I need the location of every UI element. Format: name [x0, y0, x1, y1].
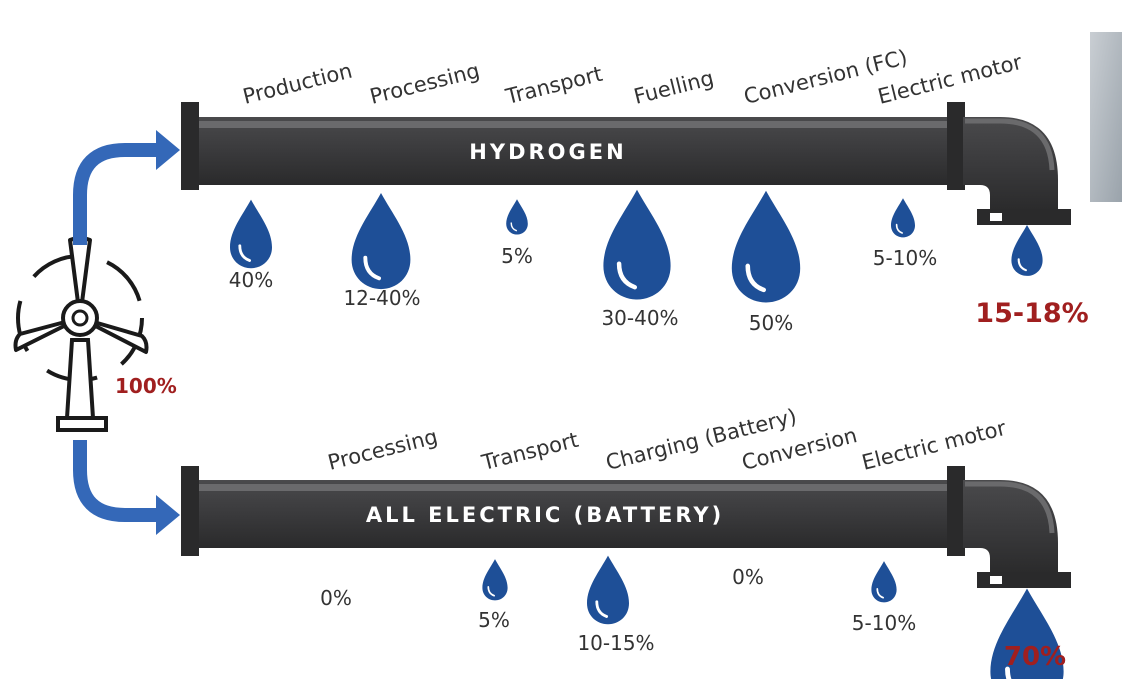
arrow-to-electric: [73, 440, 180, 535]
arrow-to-hydrogen: [73, 130, 180, 245]
hydrogen-loss-value: 5%: [501, 244, 533, 268]
electric-loss-value: 0%: [320, 586, 352, 610]
output-drop-icon: [1011, 224, 1043, 276]
output-drop-icon: [990, 588, 1064, 679]
drop-icon: [482, 559, 508, 601]
drop-icon: [351, 193, 411, 290]
hydrogen-title: HYDROGEN: [469, 140, 626, 164]
drop-icon: [230, 199, 272, 269]
hydrogen-loss-value: 50%: [749, 311, 793, 335]
drop-icon: [603, 189, 671, 300]
drop-icon: [506, 199, 528, 235]
electric-loss-value: 10-15%: [577, 631, 654, 655]
electric-loss-value: 5-10%: [852, 611, 916, 635]
electric-total: 70%: [1004, 642, 1066, 672]
hydrogen-loss-value: 40%: [229, 268, 273, 292]
hydrogen-total: 15-18%: [975, 298, 1088, 329]
drop-icon: [871, 561, 897, 603]
hydrogen-loss-value: 12-40%: [343, 286, 420, 310]
hydrogen-loss-value: 5-10%: [873, 246, 937, 270]
electric-stage-label: Electric motor: [859, 416, 1008, 475]
drop-icon: [587, 555, 629, 625]
electric-stage-label: Processing: [325, 424, 440, 474]
wind-turbine-icon: [13, 236, 149, 432]
hydrogen-stage-label: Transport: [502, 62, 604, 109]
source-percent: 100%: [115, 374, 177, 398]
hydrogen-pipe: [181, 102, 1071, 225]
hydrogen-stage-label: Production: [240, 59, 354, 109]
hydrogen-stage-label: Processing: [367, 58, 482, 108]
electric-loss-value: 0%: [732, 565, 764, 589]
electric-title: ALL ELECTRIC (BATTERY): [366, 503, 724, 527]
drop-icon: [731, 190, 801, 303]
drop-icon: [891, 198, 915, 238]
electric-stage-label: Transport: [478, 428, 580, 475]
hydrogen-stage-label: Fuelling: [631, 66, 716, 109]
electric-pipe: [181, 466, 1071, 588]
side-photo: [1090, 32, 1122, 202]
electric-loss-value: 5%: [478, 608, 510, 632]
hydrogen-loss-value: 30-40%: [601, 306, 678, 330]
